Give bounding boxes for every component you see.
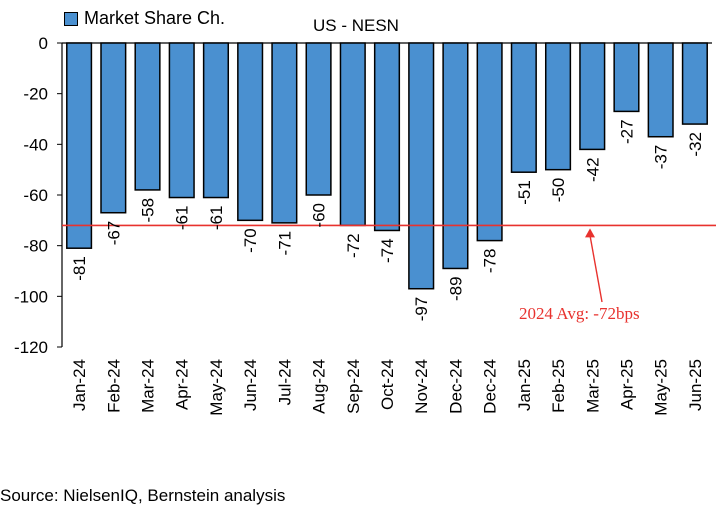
bar	[202, 42, 230, 199]
bar	[647, 42, 674, 138]
x-tick-label: Apr-24	[173, 359, 192, 410]
data-label: -81	[70, 256, 89, 281]
bar	[681, 42, 708, 125]
bar	[510, 42, 537, 173]
bar	[373, 42, 401, 232]
bar	[100, 42, 127, 214]
y-tick-label: -60	[23, 186, 48, 205]
data-label: -61	[173, 206, 192, 231]
annotation-arrow-head	[585, 228, 595, 238]
x-tick-label: Apr-25	[617, 359, 636, 410]
data-label: -67	[104, 221, 123, 246]
data-label: -70	[241, 228, 260, 253]
legend-label: Market Share Ch.	[84, 8, 226, 28]
data-label: -50	[549, 178, 568, 203]
bar	[442, 42, 469, 270]
x-tick-label: May-25	[652, 359, 671, 416]
x-tick-label: Dec-24	[446, 359, 465, 414]
source-note: Source: NielsenIQ, Bernstein analysis	[0, 486, 286, 505]
x-tick-label: Jan-24	[70, 359, 89, 411]
y-tick-label: -40	[23, 135, 48, 154]
legend-swatch	[64, 11, 78, 26]
y-tick-label: -20	[23, 85, 48, 104]
data-label: -51	[515, 180, 534, 205]
data-label: -61	[207, 206, 226, 231]
x-tick-label: Mar-24	[139, 359, 158, 413]
data-label: -42	[583, 157, 602, 182]
data-label: -74	[378, 238, 397, 263]
x-tick-label: Feb-25	[549, 359, 568, 413]
annotation-arrow-shaft	[589, 235, 603, 303]
x-tick-label: Nov-24	[412, 359, 431, 414]
avg-annotation-label: 2024 Avg: -72bps	[519, 304, 640, 323]
legend: Market Share Ch.	[64, 8, 225, 29]
bar	[579, 42, 606, 151]
y-tick-label: 0	[39, 34, 48, 53]
bar	[408, 42, 435, 290]
data-label: -71	[275, 231, 294, 256]
x-tick-label: Sep-24	[344, 359, 363, 414]
x-tick-label: Jan-25	[515, 359, 534, 411]
x-tick-label: Jun-24	[241, 359, 260, 411]
x-tick-label: May-24	[207, 359, 226, 416]
bar	[134, 42, 161, 191]
x-tick-label: Dec-24	[481, 359, 500, 414]
data-label: -89	[446, 276, 465, 301]
bar	[237, 42, 264, 222]
x-tick-label: Feb-24	[104, 359, 123, 413]
y-tick-label: -100	[14, 287, 48, 306]
data-label: -97	[412, 297, 431, 322]
x-tick-label: Jul-24	[275, 359, 294, 405]
data-label: -58	[139, 198, 158, 223]
chart-title: US - NESN	[313, 16, 399, 35]
data-label: -72	[344, 233, 363, 258]
bar	[66, 42, 93, 249]
bar	[613, 42, 640, 113]
data-label: -37	[652, 145, 671, 170]
data-label: -78	[481, 249, 500, 274]
data-label: -27	[617, 119, 636, 144]
data-label: -32	[686, 132, 705, 157]
x-tick-label: Oct-24	[378, 359, 397, 410]
y-tick-label: -80	[23, 237, 48, 256]
bar	[339, 42, 366, 227]
x-tick-label: Jun-25	[686, 359, 705, 411]
data-label: -60	[310, 203, 329, 228]
x-tick-label: Aug-24	[310, 359, 329, 414]
bar	[544, 42, 572, 171]
bar	[168, 42, 195, 199]
bar	[271, 42, 298, 224]
bar	[476, 42, 503, 242]
bar	[305, 42, 332, 196]
x-tick-label: Mar-25	[583, 359, 602, 413]
y-tick-label: -120	[14, 338, 48, 357]
